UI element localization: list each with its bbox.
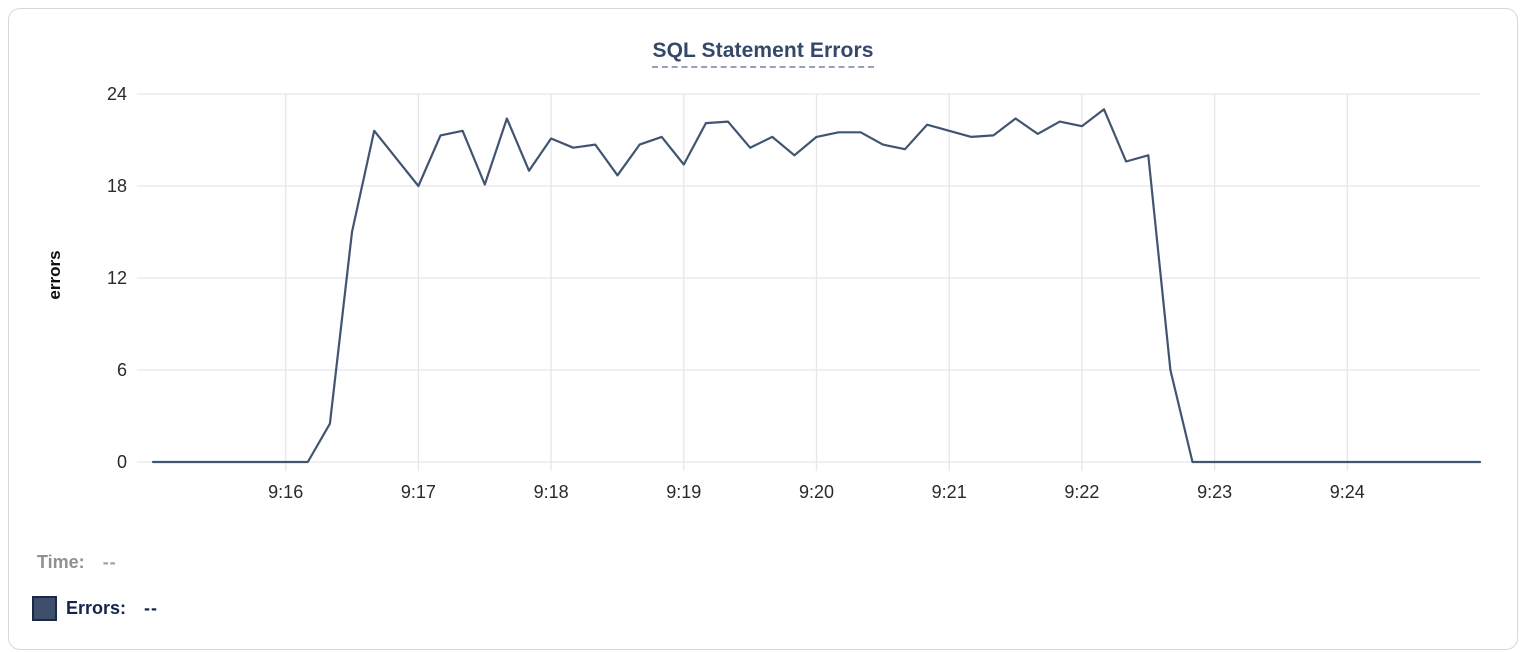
errors-series-line: [151, 108, 1482, 464]
hover-readout-errors-row: Errors: --: [32, 596, 158, 621]
x-tick-label: 9:22: [1064, 482, 1099, 502]
y-tick-label: 18: [107, 176, 127, 196]
time-readout-value: --: [102, 552, 117, 572]
y-tick-label: 12: [107, 268, 127, 288]
y-axis-label: errors: [45, 250, 64, 300]
x-tick-label: 9:18: [534, 482, 569, 502]
errors-line-chart[interactable]: 0 6 12 18 24 9:16 9:17 9:18 9:19 9:20 9:21 9:22 9:23…: [9, 9, 1528, 652]
errors-readout-value: --: [144, 598, 159, 618]
x-tick-label: 9:16: [268, 482, 303, 502]
x-tick-label: 9:21: [932, 482, 967, 502]
hover-readout-time-row: Time: --: [37, 552, 117, 573]
x-tick-label: 9:24: [1330, 482, 1365, 502]
errors-series-swatch: [32, 596, 57, 621]
time-readout-label: Time:: [37, 552, 85, 572]
x-tick-label: 9:19: [666, 482, 701, 502]
x-tick-label: 9:20: [799, 482, 834, 502]
chart-title[interactable]: SQL Statement Errors: [652, 39, 874, 68]
chart-card: SQL Statement Errors 0 6 12 18 24 9:16 9:17 9:1…: [8, 8, 1518, 650]
y-tick-label: 6: [117, 360, 127, 380]
x-tick-label: 9:17: [401, 482, 436, 502]
x-tick-label: 9:23: [1197, 482, 1232, 502]
y-tick-label: 24: [107, 84, 127, 104]
y-tick-label: 0: [117, 452, 127, 472]
chart-header: SQL Statement Errors: [9, 39, 1517, 68]
errors-readout-label: Errors:: [66, 598, 127, 618]
